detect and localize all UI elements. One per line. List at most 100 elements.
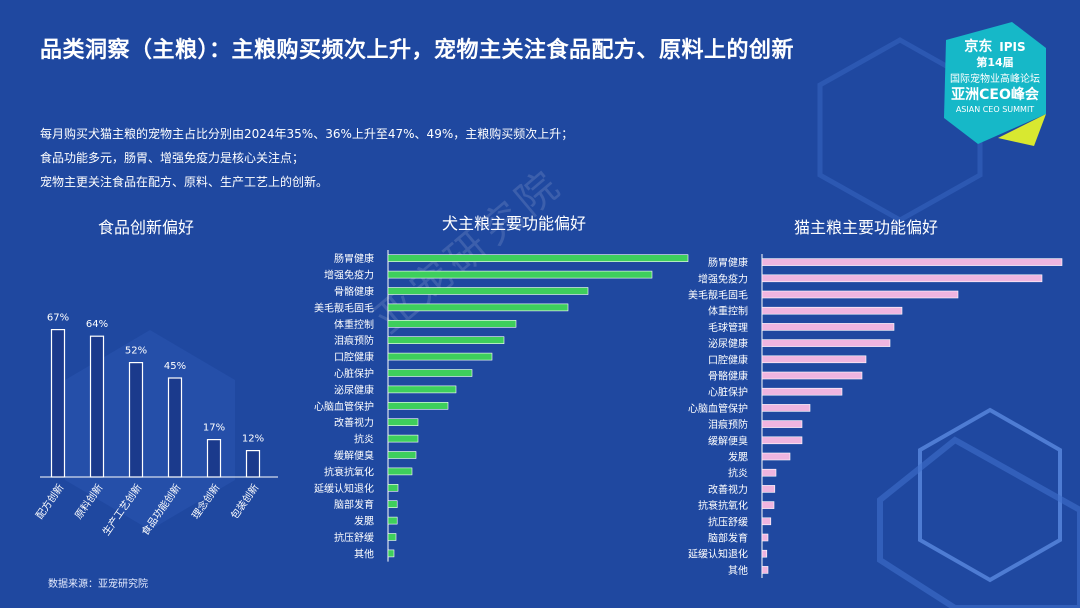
- chart2-category-label: 抗压舒缓: [334, 531, 374, 544]
- chart1-data-label: 45%: [164, 361, 186, 372]
- chart3-category-label: 心脏保护: [708, 386, 748, 399]
- chart3-category-label: 脑部发育: [708, 532, 748, 545]
- chart2-category-label: 泪痕预防: [334, 334, 374, 347]
- bullet-3: 宠物主更关注食品在配方、原料、生产工艺上的创新。: [40, 175, 329, 189]
- chart2-category-label: 发腮: [354, 515, 374, 528]
- chart3-category-label: 缓解便臭: [708, 434, 748, 447]
- chart2-category-label: 延缓认知退化: [314, 482, 374, 495]
- chart2-bar: [387, 434, 419, 443]
- chart2-bar: [387, 500, 398, 508]
- chart1-data-label: 67%: [47, 313, 69, 324]
- data-source: 数据来源：亚宠研究院: [48, 579, 148, 590]
- chart3-category-label: 口腔健康: [708, 353, 748, 366]
- bullet-2: 食品功能多元，肠胃、增强免疫力是核心关注点；: [40, 151, 305, 165]
- chart1-food-innovation: 67%配方创新64%原料创新52%生产工艺创新45%食品功能创新17%理念创新1…: [33, 313, 278, 538]
- logo-ipis: IPIS: [999, 40, 1026, 54]
- chart2-bar: [387, 385, 457, 394]
- chart2-bar: [387, 533, 397, 541]
- chart1-bar: [245, 450, 261, 478]
- chart2-category-label: 改善视力: [334, 416, 374, 429]
- chart3-bar: [761, 258, 1063, 266]
- chart2-category-label: 骨骼健康: [334, 285, 374, 298]
- chart2-bar: [387, 484, 399, 492]
- summary-bullets: 每月购买犬猫主粮的宠物主占比分别由2024年35%、36%上升至47%、49%，…: [40, 122, 573, 194]
- logo-line2: 亚洲CEO峰会: [951, 87, 1039, 103]
- chart2-bar: [387, 369, 473, 377]
- logo-badge-shape: [944, 22, 1046, 146]
- chart3-category-label: 抗炎: [728, 467, 748, 480]
- chart2-bar: [387, 418, 419, 426]
- chart2-bar: [387, 402, 449, 410]
- chart3-bar: [761, 485, 776, 493]
- chart3-category-label: 体重控制: [708, 305, 748, 318]
- chart3-bar: [761, 404, 811, 412]
- chart2-category-label: 心脏保护: [334, 367, 374, 380]
- chart3-bar: [761, 420, 803, 428]
- bullet-1: 每月购买犬猫主粮的宠物主占比分别由2024年35%、36%上升至47%、49%，…: [40, 127, 574, 141]
- chart2-category-label: 肠胃健康: [334, 252, 374, 265]
- chart3-category-label: 心脑血管保护: [688, 402, 748, 415]
- chart2-bar: [387, 516, 398, 525]
- chart3-category-label: 泪痕预防: [708, 418, 748, 431]
- chart1-data-label: 12%: [242, 434, 264, 445]
- chart3-bar: [761, 517, 772, 526]
- chart3-bar: [761, 371, 863, 380]
- chart3-bar: [761, 501, 775, 509]
- chart2-bar: [387, 270, 653, 279]
- summit-logo: 京东 IPIS 第14届 国际宠物业高峰论坛 亚洲CEO峰会 ASIAN CEO…: [938, 18, 1052, 146]
- chart2-bar: [387, 254, 689, 262]
- chart3-bar: [761, 533, 769, 542]
- chart1-data-label: 52%: [125, 346, 147, 357]
- logo-line1: 国际宠物业高峰论坛: [950, 74, 1040, 85]
- chart1-bar: [89, 335, 105, 478]
- chart2-dog-food-functions: 肠胃健康增强免疫力骨骼健康美毛靓毛固毛体重控制泪痕预防口腔健康心脏保护泌尿健康心…: [314, 250, 689, 562]
- chart3-category-label: 抗衰抗氧化: [698, 499, 748, 512]
- chart1-title: 食品创新偏好: [98, 218, 195, 237]
- chart3-category-label: 改善视力: [708, 483, 748, 496]
- chart2-category-label: 其他: [354, 547, 374, 560]
- chart3-category-label: 肠胃健康: [708, 256, 748, 269]
- chart1-data-label: 17%: [203, 423, 225, 434]
- logo-edition: 第14届: [976, 56, 1014, 69]
- chart3-bar: [761, 339, 891, 347]
- chart3-category-label: 发腮: [728, 451, 748, 464]
- chart3-category-label: 延缓认知退化: [688, 548, 748, 561]
- chart2-bar: [387, 467, 413, 476]
- chart3-category-label: 泌尿健康: [708, 337, 748, 350]
- chart3-bar: [761, 549, 768, 558]
- chart2-bar: [387, 451, 417, 459]
- chart1-bar: [128, 361, 144, 478]
- chart2-category-label: 缓解便臭: [334, 449, 374, 462]
- chart3-bar: [761, 323, 895, 331]
- chart2-category-label: 泌尿健康: [334, 383, 374, 396]
- chart3-category-label: 骨骼健康: [708, 370, 748, 383]
- chart3-category-label: 美毛靓毛固毛: [688, 289, 748, 302]
- chart3-bar: [761, 387, 843, 396]
- chart3-category-label: 其他: [728, 564, 748, 577]
- chart3-bar: [761, 566, 769, 574]
- chart2-category-label: 增强免疫力: [324, 269, 374, 282]
- chart3-bar: [761, 452, 791, 461]
- chart2-category-label: 口腔健康: [334, 351, 374, 364]
- page-title: 品类洞察（主粮）：主粮购买频次上升，宠物主关注食品配方、原料上的创新: [40, 38, 795, 63]
- chart3-bar: [761, 290, 959, 299]
- chart3-bar: [761, 306, 903, 315]
- chart2-category-label: 美毛靓毛固毛: [314, 301, 374, 314]
- chart3-title: 猫主粮主要功能偏好: [794, 218, 939, 237]
- chart3-category-label: 抗压舒缓: [708, 515, 748, 528]
- logo-line3: ASIAN CEO SUMMIT: [955, 105, 1035, 114]
- chart3-bar: [761, 274, 1043, 283]
- chart3-bar: [761, 436, 803, 445]
- chart2-bar: [387, 303, 569, 312]
- chart3-category-label: 增强免疫力: [698, 272, 748, 285]
- chart2-category-label: 体重控制: [334, 318, 374, 331]
- chart2-bar: [387, 287, 589, 295]
- chart2-bar: [387, 549, 395, 558]
- chart2-category-label: 心脑血管保护: [314, 400, 374, 413]
- chart2-category-label: 抗炎: [354, 433, 374, 446]
- chart2-bar: [387, 320, 517, 328]
- chart2-bar: [387, 352, 493, 361]
- logo-brand: 京东: [964, 39, 993, 55]
- chart1-data-label: 64%: [86, 319, 108, 330]
- chart2-bar: [387, 336, 505, 344]
